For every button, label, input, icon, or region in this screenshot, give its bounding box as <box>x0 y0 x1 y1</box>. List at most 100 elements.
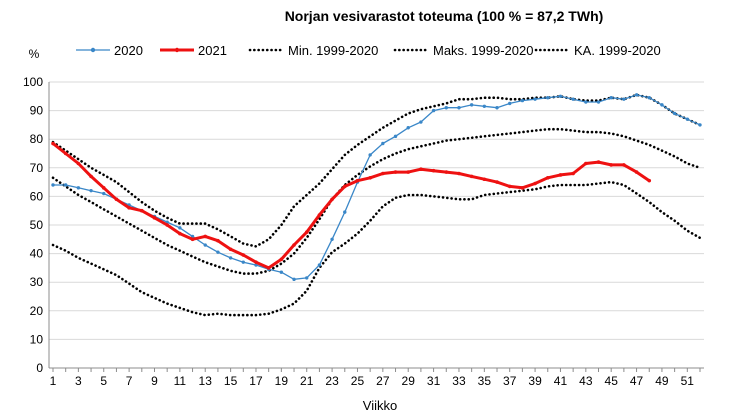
data-point <box>114 197 119 202</box>
data-point <box>596 100 601 104</box>
data-point <box>647 178 652 183</box>
data-point <box>76 186 81 190</box>
data-point <box>254 260 258 264</box>
x-tick-label: 47 <box>630 374 644 388</box>
x-tick-label: 29 <box>402 374 416 388</box>
legend-item: Min. 1999-2020 <box>248 43 378 58</box>
data-point <box>558 173 563 177</box>
data-point <box>469 174 474 179</box>
data-point <box>545 176 550 180</box>
data-point <box>634 170 639 174</box>
data-point <box>368 176 372 180</box>
x-tick-label: 39 <box>528 374 542 388</box>
data-point <box>596 160 601 164</box>
x-tick-label: 3 <box>75 374 82 388</box>
data-point <box>571 171 575 176</box>
y-tick-label: 90 <box>30 104 44 118</box>
y-tick-label: 0 <box>36 361 43 375</box>
data-point <box>368 153 372 157</box>
data-point <box>533 97 537 101</box>
series-line <box>52 142 651 270</box>
x-tick-label: 33 <box>452 374 466 388</box>
data-point <box>51 141 55 146</box>
data-point <box>140 208 144 213</box>
data-point <box>393 134 398 139</box>
data-point <box>51 183 55 187</box>
data-point <box>178 226 182 230</box>
legend: 2020 2021 Min. 1999-2020 Maks. 1999-2020 KA.… <box>76 43 661 58</box>
data-point <box>317 263 322 267</box>
data-point <box>279 270 284 274</box>
data-point <box>355 178 360 183</box>
x-tick-label: 35 <box>478 374 492 388</box>
y-tick-label: 100 <box>23 75 43 89</box>
legend-label: 2021 <box>198 43 227 58</box>
data-point <box>457 106 461 110</box>
data-point <box>292 277 296 282</box>
data-point <box>63 151 68 156</box>
x-tick-label: 45 <box>605 374 619 388</box>
data-point <box>190 234 195 239</box>
data-point <box>444 170 449 174</box>
data-point <box>203 243 207 247</box>
legend-label: KA. 1999-2020 <box>574 43 661 58</box>
y-tick-label: 60 <box>30 189 44 203</box>
x-tick-label: 9 <box>151 374 158 388</box>
axes <box>48 82 704 372</box>
legend-label: Maks. 1999-2020 <box>433 43 533 58</box>
chart-title: Norjan vesivarastot toteuma (100 % = 87,… <box>285 8 604 24</box>
data-point <box>102 191 106 196</box>
x-tick-label: 27 <box>376 374 390 388</box>
data-point <box>622 97 626 101</box>
data-point <box>444 106 448 110</box>
series-group <box>51 93 702 317</box>
data-point <box>457 171 461 176</box>
y-tick-label: 20 <box>30 304 44 318</box>
data-point <box>216 238 220 243</box>
y-axis-unit: % <box>29 47 40 61</box>
x-tick-label: 17 <box>249 374 263 388</box>
data-point <box>279 257 284 262</box>
x-tick-label: 21 <box>300 374 314 388</box>
data-point <box>406 126 410 130</box>
y-tick-label: 50 <box>30 218 44 232</box>
data-point <box>330 197 334 202</box>
x-tick-label: 7 <box>126 374 133 388</box>
series-line <box>51 180 702 317</box>
data-point <box>495 106 499 110</box>
series-maks-1999-2020 <box>51 93 702 248</box>
data-point <box>89 188 93 193</box>
data-point <box>330 237 334 241</box>
x-tick-label: 19 <box>275 374 289 388</box>
data-point <box>482 177 487 182</box>
data-point <box>406 170 411 174</box>
data-point <box>89 174 93 179</box>
data-point <box>672 111 677 116</box>
data-point <box>584 161 588 166</box>
data-point <box>317 213 322 217</box>
data-point <box>584 100 588 104</box>
data-point <box>419 120 423 124</box>
data-point <box>634 93 639 97</box>
y-tick-labels: 0 10 20 30 40 50 60 70 80 90 100 <box>23 75 43 375</box>
data-point <box>508 101 512 106</box>
legend-item: KA. 1999-2020 <box>534 43 661 58</box>
data-point <box>609 163 613 167</box>
data-point <box>685 117 690 121</box>
x-tick-label: 23 <box>325 374 339 388</box>
data-point <box>609 96 613 100</box>
y-tick-label: 40 <box>30 247 44 261</box>
data-point <box>76 161 81 166</box>
grid <box>49 81 704 369</box>
data-point <box>520 186 525 190</box>
data-point <box>546 96 550 100</box>
x-tick-label: 25 <box>351 374 365 388</box>
y-tick-label: 70 <box>30 161 44 175</box>
data-point <box>178 231 182 236</box>
x-tick-labels: 1 3 5 7 9 11 13 15 17 19 21 23 25 27 29 31 33 35 37 39 41 43 4… <box>50 374 695 388</box>
data-point <box>495 180 499 184</box>
data-point <box>292 243 296 247</box>
x-tick-label: 43 <box>579 374 593 388</box>
data-point <box>343 210 347 214</box>
